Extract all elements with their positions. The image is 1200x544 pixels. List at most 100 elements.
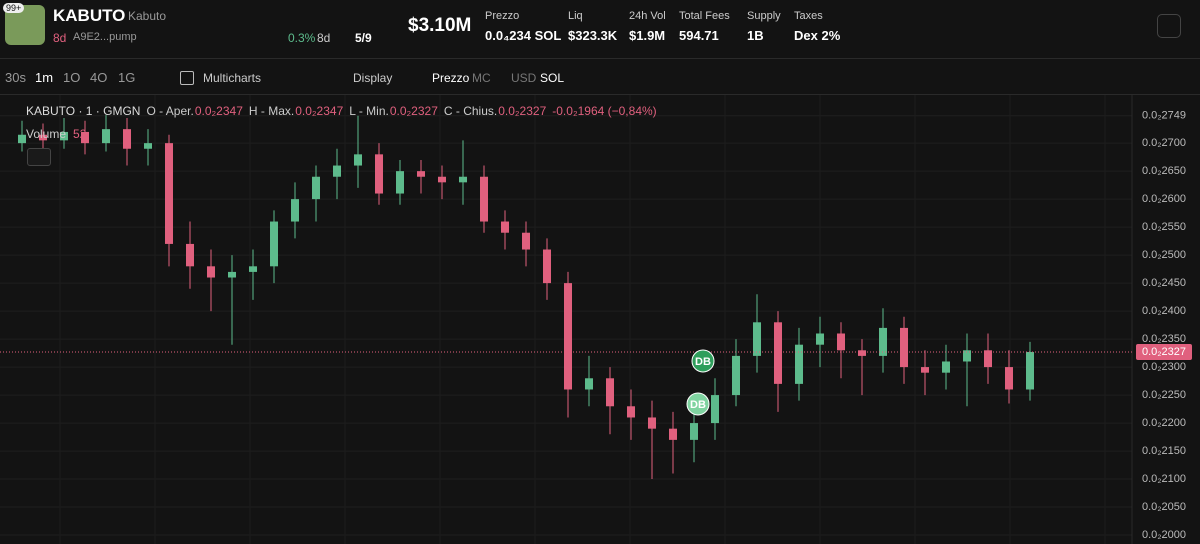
candle-body (396, 171, 404, 194)
annotation-marker (686, 392, 710, 416)
candle-body (648, 417, 656, 429)
y-tick-label: 0.0₂2350 (1142, 333, 1186, 345)
interval-button[interactable]: 1G (118, 70, 136, 85)
sol-toggle[interactable]: SOL (540, 71, 565, 85)
candle-body (207, 266, 215, 278)
candle-body (480, 176, 488, 222)
annotation-label: DB (690, 399, 706, 411)
y-tick-label: 0.0₂2749 (1142, 110, 1186, 122)
y-tick-label: 0.0₂2650 (1142, 165, 1186, 177)
candle-body (627, 406, 635, 418)
candle-body (123, 129, 131, 149)
candle-body (858, 350, 866, 356)
y-tick-label: 0.0₂2600 (1142, 193, 1186, 205)
stat-label: 24h Vol (629, 10, 666, 22)
candle-body (606, 378, 614, 407)
stat-label: Taxes (794, 10, 823, 22)
multicharts[interactable]: Multicharts (203, 71, 262, 85)
candle-body (732, 355, 740, 396)
stat-label: Total Fees (679, 10, 730, 22)
multicharts-checkbox[interactable] (180, 71, 194, 85)
usd-toggle[interactable]: USD (511, 71, 537, 85)
candle-body (81, 131, 89, 144)
ohlc-label: C - Chius. (443, 104, 498, 118)
candle-body (816, 333, 824, 345)
last-price-label: 0.0₂2327 (1142, 346, 1186, 358)
stat-value: 1B (747, 28, 764, 43)
collapse-button[interactable] (27, 148, 51, 166)
y-tick-label: 0.0₂2050 (1142, 501, 1186, 513)
token-name: KABUTO (53, 6, 126, 25)
toolbar-divider (0, 94, 1200, 95)
candle-body (522, 232, 530, 250)
candle-body (753, 322, 761, 356)
change: -0.0₂1964 (−0,84%) (552, 104, 657, 118)
y-tick-label: 0.0₂2700 (1142, 137, 1186, 149)
candle-body (879, 327, 887, 356)
stat-label: Supply (747, 10, 781, 22)
candle-body (900, 327, 908, 368)
interval-button[interactable]: 4O (90, 70, 108, 85)
y-tick-label: 0.0₂2500 (1142, 249, 1186, 261)
annotation-label: DB (695, 356, 711, 368)
last-price-tag (1136, 343, 1192, 360)
mc-toggle[interactable]: MC (472, 71, 491, 85)
token-age: 8d (53, 31, 67, 45)
ohlc-value: 0.0₂2347 (295, 104, 344, 118)
candle-body (711, 395, 719, 424)
candle-body (543, 249, 551, 284)
candle-body (438, 176, 446, 183)
score: 5/9 (355, 31, 372, 45)
candle-body (144, 143, 152, 149)
candle-body (921, 367, 929, 373)
candle-body (375, 154, 383, 194)
candle-body (102, 129, 110, 144)
candle-body (354, 154, 362, 166)
ohlc-value: 0.0₂2327 (498, 104, 547, 118)
settings-button[interactable] (1157, 14, 1181, 38)
ohlc-value: 0.0₂2347 (194, 104, 243, 118)
annotation-marker (691, 349, 715, 373)
y-tick-label: 0.0₂2550 (1142, 221, 1186, 233)
candle-body (291, 199, 299, 222)
price-toggle[interactable]: Prezzo (432, 71, 470, 85)
candle-body (942, 361, 950, 373)
interval-button[interactable]: 30s (5, 70, 26, 85)
header-divider (0, 58, 1200, 59)
y-tick-label: 0.0₂2200 (1142, 417, 1186, 429)
interval-button[interactable]: 1m (35, 70, 54, 85)
display[interactable]: Display (353, 71, 393, 85)
holders-pct: 0.3% (288, 31, 316, 45)
y-tick-label: 0.0₂2400 (1142, 305, 1186, 317)
y-tick-label: 0.0₂2100 (1142, 473, 1186, 485)
ohlc-value: 0.0₂2327 (389, 104, 438, 118)
candle-body (795, 344, 803, 384)
ohlc-label: O - Aper. (146, 104, 194, 118)
y-tick-label: 0.0₂2150 (1142, 445, 1186, 457)
stat-label: Liq (568, 10, 583, 22)
volume-value: 52 (73, 127, 87, 141)
ohlc-label: L - Min. (349, 104, 389, 118)
candle-body (60, 131, 68, 141)
candle-body (774, 322, 782, 384)
chart: 0.0₂2749 0.0₂2700 0.0₂2650 0.0₂2600 0.0₂2550… (0, 95, 1192, 544)
candle-body (270, 221, 278, 267)
candle-body (1005, 367, 1013, 390)
candle-body (186, 243, 194, 267)
interval-button[interactable]: 1O (63, 70, 81, 85)
badge: 99+ (3, 3, 25, 13)
volume-label: Volume (26, 127, 67, 141)
ohlc-label: H - Max. (248, 104, 295, 118)
y-tick-label: 0.0₂2450 (1142, 277, 1186, 289)
candle-body (837, 333, 845, 351)
candle-body (963, 350, 971, 362)
candle-body (501, 221, 509, 233)
stat-label: Prezzo (485, 10, 520, 22)
candle-body (249, 266, 257, 272)
y-tick-label: 0.0₂2000 (1142, 529, 1186, 541)
token-address[interactable]: A9E2...pump (73, 31, 137, 43)
stat-value: $1.9M (629, 28, 666, 43)
stat-value: $323.3K (568, 28, 618, 43)
